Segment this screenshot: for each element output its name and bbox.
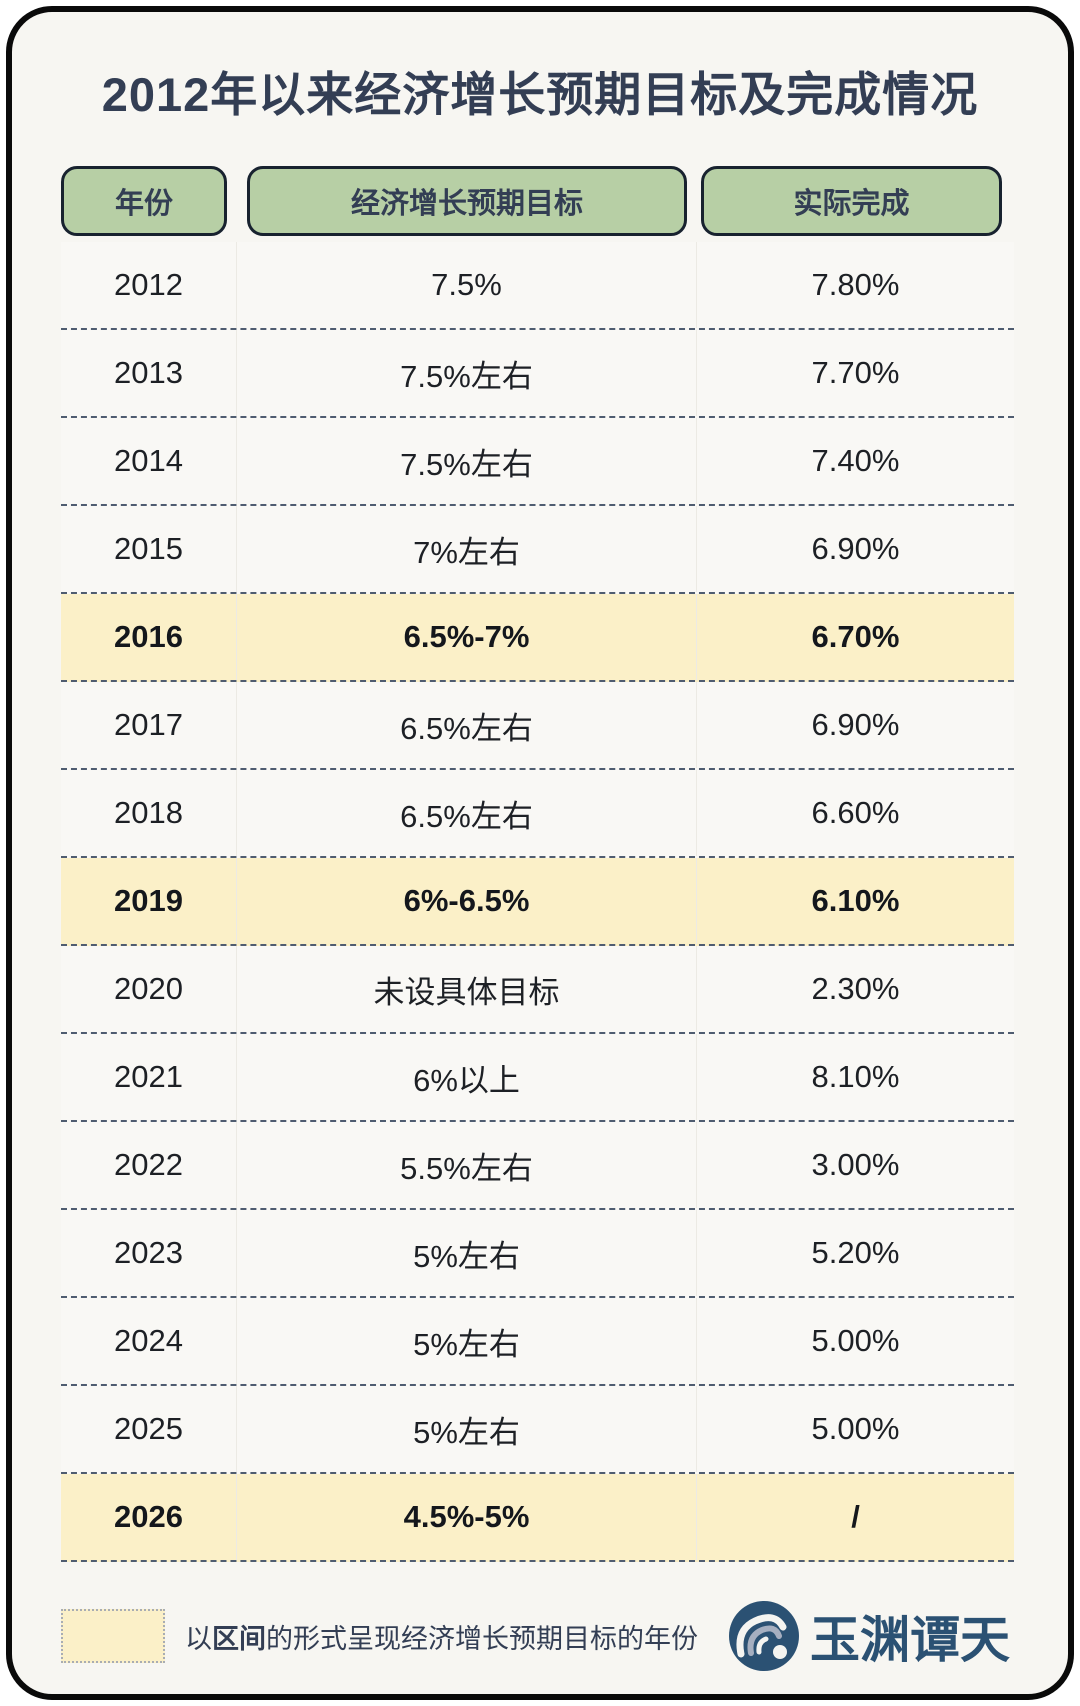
year-cell: 2019 bbox=[114, 883, 183, 918]
year-cell: 2021 bbox=[114, 1059, 183, 1094]
table-row: 2013 7.5%左右 7.70% bbox=[61, 330, 1014, 418]
actual-cell: 5.00% bbox=[696, 1386, 1014, 1472]
year-cell: 2024 bbox=[114, 1323, 183, 1358]
header-target: 经济增长预期目标 bbox=[247, 166, 687, 236]
target-cell: 6.5%左右 bbox=[236, 682, 696, 768]
target-cell: 5%左右 bbox=[236, 1298, 696, 1384]
header-actual: 实际完成 bbox=[701, 166, 1002, 236]
actual-cell: 7.70% bbox=[696, 330, 1014, 416]
header-year: 年份 bbox=[61, 166, 227, 236]
actual-cell: / bbox=[696, 1474, 1014, 1560]
target-cell: 5%左右 bbox=[236, 1386, 696, 1472]
actual-cell: 7.40% bbox=[696, 418, 1014, 504]
brand-wave-icon bbox=[729, 1601, 799, 1671]
target-cell: 7.5% bbox=[236, 242, 696, 328]
actual-cell: 6.10% bbox=[696, 858, 1014, 944]
legend-text: 以区间的形式呈现经济增长预期目标的年份 bbox=[185, 1623, 698, 1654]
table-row: 2015 7%左右 6.90% bbox=[61, 506, 1014, 594]
table-row: 2024 5%左右 5.00% bbox=[61, 1298, 1014, 1386]
table-row: 2017 6.5%左右 6.90% bbox=[61, 682, 1014, 770]
actual-cell: 3.00% bbox=[696, 1122, 1014, 1208]
year-cell: 2023 bbox=[114, 1235, 183, 1270]
brand-name: 玉渊谭天 bbox=[810, 1610, 1010, 1669]
actual-cell: 6.60% bbox=[696, 770, 1014, 856]
year-cell: 2025 bbox=[114, 1411, 183, 1446]
table-row: 2016 6.5%-7% 6.70% bbox=[61, 594, 1014, 682]
actual-cell: 6.90% bbox=[696, 682, 1014, 768]
table-body: 2012 7.5% 7.80% 2013 7.5%左右 7.70% 2014 7.5%左右 7.… bbox=[61, 242, 1014, 1562]
actual-cell: 5.00% bbox=[696, 1298, 1014, 1384]
year-cell: 2016 bbox=[114, 619, 183, 654]
table-row: 2019 6%-6.5% 6.10% bbox=[61, 858, 1014, 946]
target-cell: 4.5%-5% bbox=[236, 1474, 696, 1560]
table-row: 2018 6.5%左右 6.60% bbox=[61, 770, 1014, 858]
year-cell: 2012 bbox=[114, 267, 183, 302]
footer: 以区间的形式呈现经济增长预期目标的年份 玉渊谭天 bbox=[61, 1600, 1010, 1672]
infographic-card: 2012年以来经济增长预期目标及完成情况 年份 经济增长预期目标 实际完成 20… bbox=[6, 6, 1074, 1700]
year-cell: 2013 bbox=[114, 355, 183, 390]
year-cell: 2018 bbox=[114, 795, 183, 830]
target-cell: 6.5%左右 bbox=[236, 770, 696, 856]
target-cell: 6%-6.5% bbox=[236, 858, 696, 944]
actual-cell: 5.20% bbox=[696, 1210, 1014, 1296]
table-row: 2022 5.5%左右 3.00% bbox=[61, 1122, 1014, 1210]
target-cell: 7%左右 bbox=[236, 506, 696, 592]
year-cell: 2022 bbox=[114, 1147, 183, 1182]
table-row: 2012 7.5% 7.80% bbox=[61, 242, 1014, 330]
year-cell: 2014 bbox=[114, 443, 183, 478]
target-cell: 5%左右 bbox=[236, 1210, 696, 1296]
target-cell: 未设具体目标 bbox=[236, 946, 696, 1032]
table-row: 2020 未设具体目标 2.30% bbox=[61, 946, 1014, 1034]
page-title: 2012年以来经济增长预期目标及完成情况 bbox=[101, 68, 979, 121]
actual-cell: 7.80% bbox=[696, 242, 1014, 328]
year-cell: 2026 bbox=[114, 1499, 183, 1534]
table-row: 2025 5%左右 5.00% bbox=[61, 1386, 1014, 1474]
year-cell: 2020 bbox=[114, 971, 183, 1006]
growth-target-table: 年份 经济增长预期目标 实际完成 2012 7.5% 7.80% 2013 7.5%左右… bbox=[61, 166, 1014, 1562]
target-cell: 5.5%左右 bbox=[236, 1122, 696, 1208]
table-header-row: 年份 经济增长预期目标 实际完成 bbox=[61, 166, 1014, 236]
actual-cell: 6.90% bbox=[696, 506, 1014, 592]
target-cell: 7.5%左右 bbox=[236, 330, 696, 416]
actual-cell: 8.10% bbox=[696, 1034, 1014, 1120]
target-cell: 6%以上 bbox=[236, 1034, 696, 1120]
legend-highlight-swatch bbox=[61, 1609, 165, 1663]
brand-logo: 玉渊谭天 bbox=[728, 1600, 1010, 1672]
actual-cell: 6.70% bbox=[696, 594, 1014, 680]
legend: 以区间的形式呈现经济增长预期目标的年份 bbox=[61, 1609, 698, 1663]
target-cell: 7.5%左右 bbox=[236, 418, 696, 504]
target-cell: 6.5%-7% bbox=[236, 594, 696, 680]
table-row: 2014 7.5%左右 7.40% bbox=[61, 418, 1014, 506]
year-cell: 2015 bbox=[114, 531, 183, 566]
actual-cell: 2.30% bbox=[696, 946, 1014, 1032]
table-row: 2026 4.5%-5% / bbox=[61, 1474, 1014, 1562]
year-cell: 2017 bbox=[114, 707, 183, 742]
table-row: 2021 6%以上 8.10% bbox=[61, 1034, 1014, 1122]
table-row: 2023 5%左右 5.20% bbox=[61, 1210, 1014, 1298]
